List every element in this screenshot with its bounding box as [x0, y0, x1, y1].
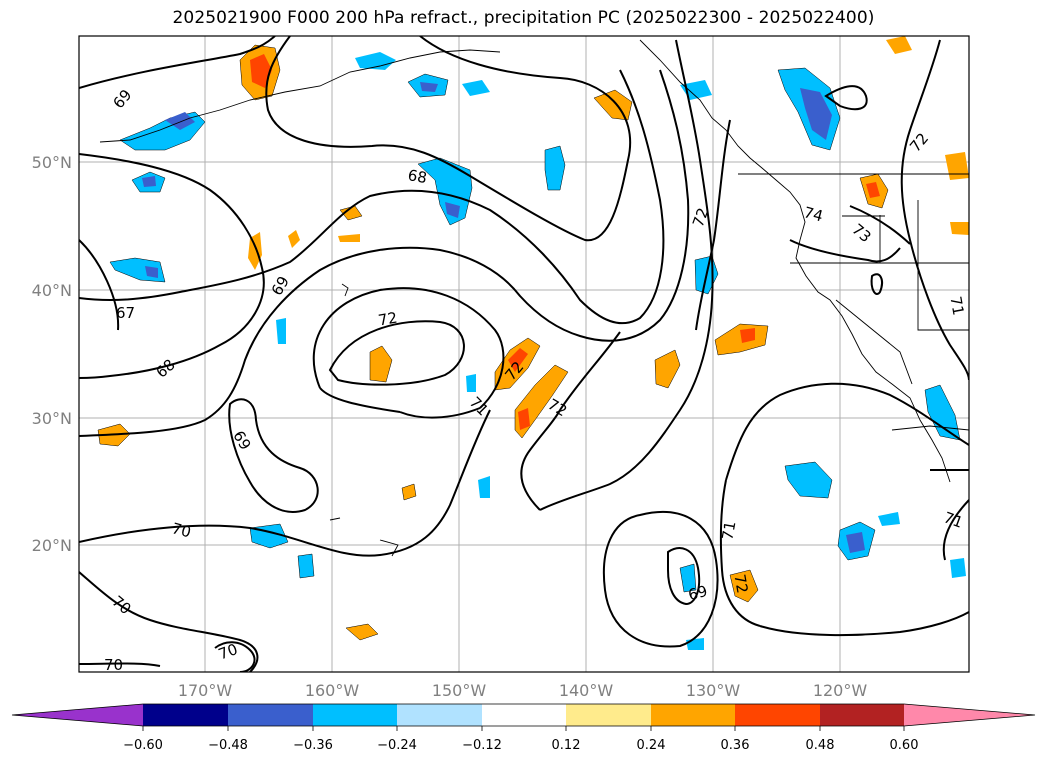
contour-label: 71: [941, 508, 965, 531]
coastlines: [99, 39, 969, 557]
colorbar-segment: [820, 704, 904, 726]
contour-labels: 69 68 72 72 67 68 69 69 72 71 72 72 74 7…: [104, 86, 967, 674]
longitude-labels: 170°W 160°W 150°W 140°W 130°W 120°W: [178, 681, 868, 700]
colorbar-tick-label: −0.36: [293, 738, 333, 753]
lon-label: 140°W: [559, 681, 614, 700]
lon-label: 170°W: [178, 681, 233, 700]
contour-label: 69: [686, 582, 709, 604]
colorbar-segment: [566, 704, 651, 726]
lon-label: 160°W: [305, 681, 360, 700]
colorbar-segment: [228, 704, 313, 726]
colorbar-tick-label: −0.12: [462, 738, 502, 753]
refractivity-contours: [79, 36, 969, 672]
contour-label: 71: [718, 520, 739, 542]
lat-label: 40°N: [32, 281, 72, 300]
lat-label: 50°N: [32, 153, 72, 172]
contour-label: 68: [406, 166, 428, 187]
map-frame: [78, 35, 970, 673]
contour-label: 71: [946, 295, 967, 317]
contour-label: 70: [104, 656, 123, 674]
colorbar-tick-label: 0.60: [890, 738, 919, 753]
colorbar-segment: [397, 704, 482, 726]
latitude-labels: 50°N 40°N 30°N 20°N: [32, 153, 72, 555]
contour-label: 70: [216, 640, 240, 663]
lon-label: 120°W: [813, 681, 868, 700]
colorbar-tick-label: 0.12: [552, 738, 581, 753]
colorbar-segment: [651, 704, 735, 726]
gridlines: [79, 36, 969, 672]
colorbar-tick-label: 0.48: [806, 738, 835, 753]
contour-label: 72: [377, 309, 399, 330]
lat-label: 20°N: [32, 536, 72, 555]
colorbar-tick-label: −0.48: [208, 738, 248, 753]
chart-title: 2025021900 F000 200 hPa refract., precip…: [172, 8, 875, 28]
colorbar-segment: [735, 704, 820, 726]
lon-label: 150°W: [432, 681, 487, 700]
contour-label: 70: [170, 519, 193, 541]
lat-label: 30°N: [32, 409, 72, 428]
colorbar-extend-low: [12, 704, 143, 726]
colorbar: −0.60 −0.48 −0.36 −0.24 −0.12 0.12 0.24 …: [11, 703, 1036, 753]
colorbar-extend-high: [904, 704, 1035, 726]
colorbar-tick-label: −0.24: [377, 738, 417, 753]
contour-label: 72: [730, 573, 751, 595]
colorbar-tick-label: 0.36: [721, 738, 750, 753]
contour-label: 67: [116, 304, 135, 322]
colorbar-segment: [143, 704, 228, 726]
colorbar-tick-label: 0.24: [637, 738, 666, 753]
contour-label: 74: [802, 203, 825, 225]
lon-label: 130°W: [686, 681, 741, 700]
colorbar-segment: [482, 704, 566, 726]
colorbar-tick-label: −0.60: [123, 738, 163, 753]
contour-label: 72: [689, 205, 712, 229]
colorbar-segment: [313, 704, 397, 726]
